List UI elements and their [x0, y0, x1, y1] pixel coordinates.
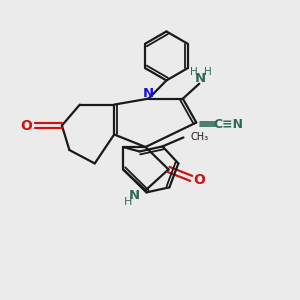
Text: H: H	[123, 197, 132, 207]
Text: H: H	[190, 68, 198, 77]
Text: O: O	[21, 118, 33, 133]
Text: H: H	[204, 68, 212, 77]
Text: O: O	[194, 173, 206, 187]
Text: CH₃: CH₃	[191, 132, 209, 142]
Text: N: N	[194, 72, 206, 85]
Text: C≡N: C≡N	[214, 118, 244, 130]
Text: N: N	[143, 87, 154, 100]
Text: N: N	[129, 189, 140, 202]
